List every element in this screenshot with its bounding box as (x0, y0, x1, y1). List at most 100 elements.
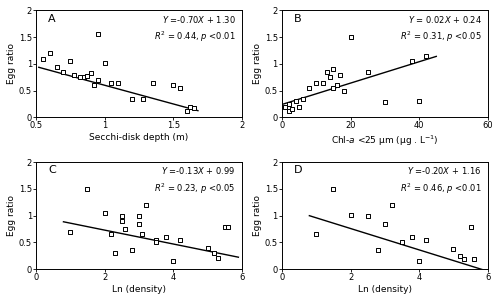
Text: A: A (48, 14, 56, 24)
Point (76, 75, 84, 80)
Point (466, 225, 474, 230)
Point (330, 67, 338, 72)
Point (388, 203, 396, 207)
Point (100, 61, 108, 65)
Point (66, 59, 74, 64)
Point (292, 99, 300, 104)
Point (346, 212, 354, 217)
Point (220, 225, 228, 230)
Point (66, 229, 74, 234)
Y-axis label: Egg ratio: Egg ratio (7, 195, 16, 236)
Point (285, 101, 293, 106)
Point (84, 187, 92, 191)
Point (139, 96, 147, 101)
Point (470, 257, 478, 262)
Point (142, 203, 150, 207)
Point (169, 83, 177, 88)
Text: $Y$ = 0.02$X$ + 0.24: $Y$ = 0.02$X$ + 0.24 (408, 14, 482, 25)
Point (87, 71, 95, 76)
Point (312, 232, 320, 237)
Point (336, 72, 344, 77)
Point (135, 221, 143, 226)
Point (114, 80, 122, 85)
Point (152, 237, 160, 242)
Text: $R^2$ = 0.44, $p$ <0.01: $R^2$ = 0.44, $p$ <0.01 (154, 30, 236, 44)
Point (108, 232, 116, 237)
Point (460, 257, 468, 262)
Point (60, 70, 68, 74)
Point (312, 80, 320, 85)
Point (306, 85, 314, 90)
Text: $R^2$ = 0.23, $p$ <0.05: $R^2$ = 0.23, $p$ <0.05 (154, 182, 236, 196)
X-axis label: Ln (density): Ln (density) (358, 285, 412, 294)
Point (152, 240, 160, 245)
Point (94, 32, 102, 37)
Text: $R^2$ = 0.31, $p$ <0.05: $R^2$ = 0.31, $p$ <0.05 (400, 30, 481, 44)
Point (169, 259, 177, 263)
Point (408, 235, 416, 240)
Y-axis label: Egg ratio: Egg ratio (7, 43, 16, 84)
Point (374, 248, 382, 253)
Point (70, 72, 78, 77)
Text: $Y$ =-0.70$X$ + 1.30: $Y$ =-0.70$X$ + 1.30 (162, 14, 236, 25)
Point (340, 88, 347, 93)
Point (210, 251, 218, 256)
Text: $R^2$ = 0.46, $p$ <0.01: $R^2$ = 0.46, $p$ <0.01 (400, 182, 481, 196)
Point (118, 213, 126, 218)
Point (381, 100, 389, 105)
Point (319, 80, 327, 85)
Point (298, 96, 306, 101)
Text: B: B (294, 14, 302, 24)
Point (94, 77, 102, 82)
Point (415, 259, 423, 263)
Point (121, 227, 129, 231)
Point (330, 85, 338, 90)
Text: D: D (294, 166, 303, 175)
Point (288, 107, 296, 112)
Point (285, 108, 293, 113)
Point (422, 54, 430, 58)
Point (295, 104, 303, 109)
X-axis label: Chl-$a$ <25 μm (μg . L$^{-1}$): Chl-$a$ <25 μm (μg . L$^{-1}$) (331, 133, 438, 148)
Text: $Y$ =-0.20$X$ + 1.16: $Y$ =-0.20$X$ + 1.16 (408, 166, 482, 176)
Point (176, 237, 184, 242)
Point (186, 104, 194, 109)
Point (326, 75, 334, 80)
Point (90, 83, 98, 88)
Point (415, 99, 423, 104)
Point (100, 211, 108, 216)
Point (381, 221, 389, 226)
Point (162, 235, 170, 240)
Point (282, 104, 290, 109)
Point (330, 187, 338, 191)
X-axis label: Ln (density): Ln (density) (112, 285, 166, 294)
Point (346, 35, 354, 39)
Point (456, 253, 464, 258)
Point (364, 70, 372, 74)
Y-axis label: Egg ratio: Egg ratio (253, 195, 262, 236)
Point (39, 56, 47, 61)
Point (46, 51, 54, 56)
Text: $Y$ =-0.13$X$ + 0.99: $Y$ =-0.13$X$ + 0.99 (161, 166, 236, 176)
Point (322, 70, 330, 74)
Point (108, 80, 116, 85)
Point (135, 213, 143, 218)
Point (204, 245, 212, 250)
Point (408, 59, 416, 64)
Point (333, 83, 341, 88)
Point (450, 247, 458, 251)
Point (364, 213, 372, 218)
Point (148, 80, 156, 85)
Point (190, 105, 198, 110)
Point (214, 256, 222, 261)
Point (422, 237, 430, 242)
Point (138, 232, 146, 237)
Point (128, 248, 136, 253)
Point (52, 64, 60, 69)
X-axis label: Secchi-disk depth (m): Secchi-disk depth (m) (90, 133, 188, 142)
Point (128, 96, 136, 101)
Text: C: C (48, 166, 56, 175)
Point (83, 73, 91, 78)
Point (80, 75, 88, 80)
Point (176, 85, 184, 90)
